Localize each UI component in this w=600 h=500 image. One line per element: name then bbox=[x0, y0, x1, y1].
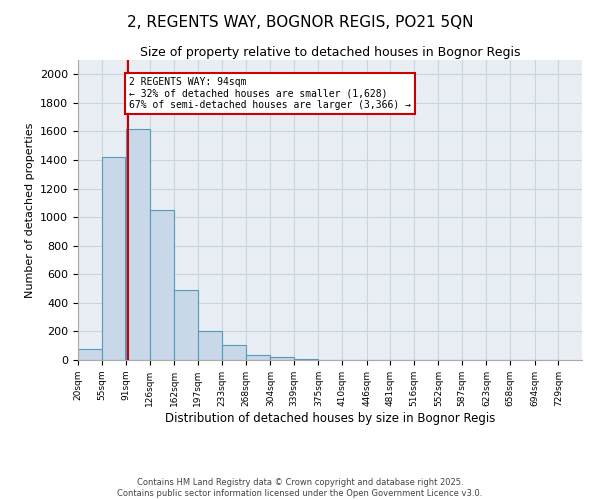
Bar bbox=[198, 330, 221, 360]
Text: 2, REGENTS WAY, BOGNOR REGIS, PO21 5QN: 2, REGENTS WAY, BOGNOR REGIS, PO21 5QN bbox=[127, 15, 473, 30]
Bar bbox=[102, 157, 125, 360]
Text: Contains HM Land Registry data © Crown copyright and database right 2025.
Contai: Contains HM Land Registry data © Crown c… bbox=[118, 478, 482, 498]
Bar bbox=[78, 350, 102, 360]
Bar bbox=[126, 128, 150, 360]
Bar bbox=[174, 290, 198, 360]
Bar bbox=[246, 355, 270, 360]
Y-axis label: Number of detached properties: Number of detached properties bbox=[25, 122, 35, 298]
X-axis label: Distribution of detached houses by size in Bognor Regis: Distribution of detached houses by size … bbox=[165, 412, 495, 424]
Bar bbox=[222, 345, 246, 360]
Bar bbox=[294, 359, 318, 360]
Title: Size of property relative to detached houses in Bognor Regis: Size of property relative to detached ho… bbox=[140, 46, 520, 59]
Bar bbox=[271, 357, 294, 360]
Text: 2 REGENTS WAY: 94sqm
← 32% of detached houses are smaller (1,628)
67% of semi-de: 2 REGENTS WAY: 94sqm ← 32% of detached h… bbox=[129, 77, 411, 110]
Bar bbox=[150, 210, 173, 360]
